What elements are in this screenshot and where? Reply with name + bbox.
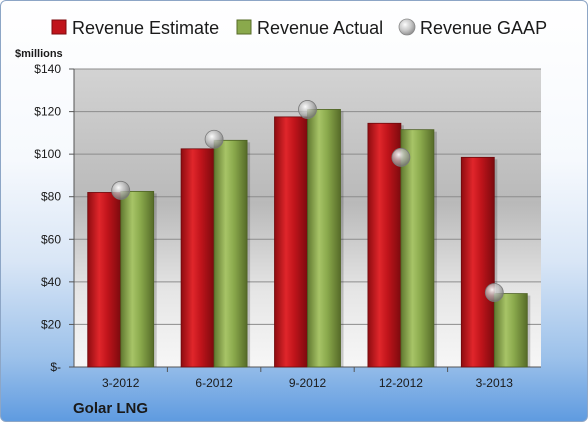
bar-revenue-actual-body [213,139,248,368]
bar-revenue-actual [213,139,251,368]
legend-label-gaap: Revenue GAAP [420,18,547,38]
x-tick-label: 12-2012 [379,376,423,390]
y-tick-label: $140 [34,62,61,76]
legend-swatch-gaap [398,18,416,36]
bar-revenue-actual [400,129,437,368]
bar-revenue-actual-body [493,293,528,368]
x-tick-label: 6-2012 [195,376,233,390]
legend-label-estimate: Revenue Estimate [72,18,219,38]
bars [87,109,531,368]
bar-revenue-estimate-body [87,192,122,368]
y-tick-label: $80 [41,190,61,204]
marker-revenue-gaap [484,283,504,302]
marker-revenue-gaap [391,147,411,167]
legend-label-actual: Revenue Actual [257,18,383,38]
legend-item-revenue-gaap: Revenue GAAP [398,18,547,38]
bar-revenue-actual-body [120,190,155,368]
legend-swatch-actual [236,19,252,35]
bar-revenue-estimate-body [460,156,495,368]
y-tick-label: $100 [34,147,61,161]
y-tick-label: $40 [41,275,61,289]
x-tick-label: 3-2012 [102,376,140,390]
x-tick-label: 9-2012 [289,376,327,390]
legend: Revenue Estimate Revenue Actual Revenue … [51,18,547,38]
bar-revenue-estimate [274,116,311,368]
y-tick-label: $- [50,360,61,374]
y-axis-unit-label: $millions [15,48,63,60]
marker-revenue-gaap [111,180,131,200]
bar-revenue-actual-body [307,109,341,368]
bar-revenue-actual [120,190,157,368]
bar-revenue-estimate [460,156,498,368]
marker-revenue-gaap [298,100,317,119]
bar-revenue-estimate-body [180,148,215,368]
bar-revenue-estimate-body [274,116,308,368]
bar-revenue-estimate [180,148,218,368]
bar-revenue-actual-body [400,129,435,368]
bar-revenue-actual [307,109,344,368]
y-tick-label: $20 [41,317,61,331]
legend-swatch-estimate [51,19,67,35]
bar-revenue-actual [493,293,531,368]
bar-revenue-estimate [87,192,124,368]
legend-item-revenue-estimate: Revenue Estimate [51,18,219,38]
legend-item-revenue-actual: Revenue Actual [236,18,383,38]
company-name: Golar LNG [73,400,148,417]
y-tick-label: $120 [34,105,61,119]
x-tick-label: 3-2013 [476,376,514,390]
marker-revenue-gaap [204,129,224,149]
y-tick-label: $60 [41,232,61,246]
gaap-markers [111,100,504,302]
x-axis-ticks: 3-2012 6-2012 9-2012 12-2012 3-2013 [102,367,513,390]
